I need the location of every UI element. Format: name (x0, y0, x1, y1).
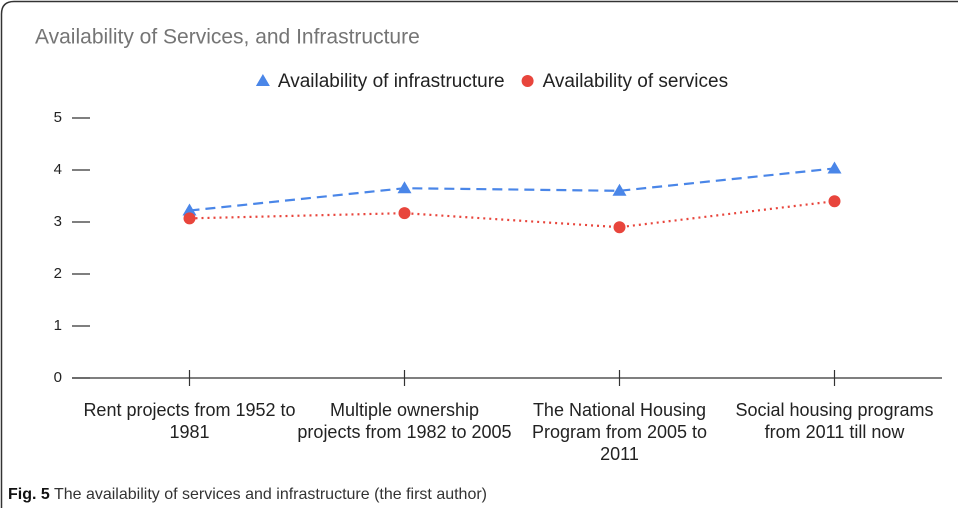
marker (613, 221, 626, 234)
legend-label: Availability of services (543, 71, 729, 92)
marker (612, 183, 627, 196)
y-tick-label: 1 (54, 317, 62, 334)
legend-label: Availability of infrastructure (278, 71, 505, 92)
x-tick-label: Rent projects from 1952 to 1981 (83, 400, 296, 442)
y-tick-label: 4 (54, 161, 62, 178)
y-tick-label: 3 (54, 213, 62, 230)
chart-title: Availability of Services, and Infrastruc… (35, 26, 420, 49)
caption-text: The availability of services and infrast… (53, 486, 488, 503)
marker (398, 207, 411, 220)
y-tick-label: 2 (54, 265, 62, 282)
marker (183, 212, 196, 225)
y-tick-label: 0 (54, 369, 62, 386)
marker (521, 75, 534, 87)
series-line (189, 167, 835, 212)
series-line (189, 200, 835, 229)
x-tick-label: Social housing programs from 2011 till n… (735, 400, 934, 442)
marker (827, 161, 842, 174)
marker (182, 203, 197, 216)
x-tick-label: Multiple ownership projects from 1982 to… (297, 400, 512, 442)
caption: Fig. 5 The availability of services and … (8, 486, 487, 504)
marker (828, 195, 841, 208)
x-tick-label: The National Housing Program from 2005 t… (531, 400, 708, 464)
caption-label: Fig. 5 (8, 486, 50, 503)
y-tick-label: 5 (54, 109, 62, 126)
marker (255, 74, 270, 86)
marker (397, 181, 412, 194)
